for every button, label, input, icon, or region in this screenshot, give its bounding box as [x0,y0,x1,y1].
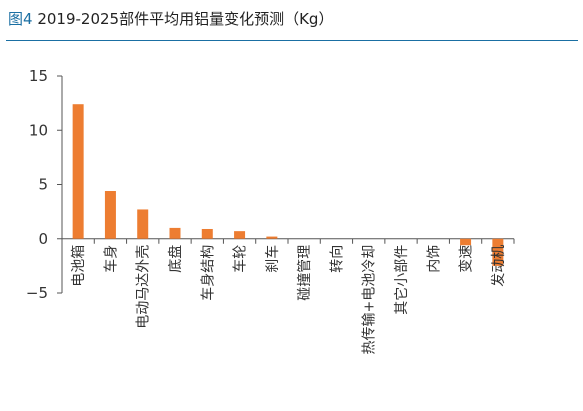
category-label: 碰撞管理 [297,245,313,301]
category-label: 车轮 [232,245,249,273]
category-label: 热传输+电池冷却 [362,245,378,355]
bar [460,238,472,246]
chart-title: 图4 2019-2025部件平均用铝量变化预测（Kg） [8,8,333,29]
category-label: 刹车 [264,245,281,273]
bar [492,238,504,266]
y-tick-label: −5 [26,284,48,302]
bar [169,227,181,239]
y-tick-label: 0 [38,230,48,248]
figure-label: 图4 [8,10,33,28]
title-text: 2019-2025部件平均用铝量变化预测（Kg） [37,10,334,28]
y-tick-label: 10 [29,121,48,139]
category-label: 电动马达外壳 [135,245,152,329]
bar [72,104,84,239]
category-label: 底盘 [167,245,184,273]
category-label: 发动机 [491,245,507,287]
y-tick-label: 5 [38,176,48,194]
bar [266,236,278,239]
category-label: 电池箱 [71,245,87,287]
bar [104,191,116,239]
bar [137,209,149,239]
title-rule [6,40,578,41]
category-label: 车身结构 [199,245,216,301]
category-label: 变速 [459,245,475,273]
category-label: 车身 [102,245,119,273]
bar [234,231,246,239]
category-label: 其它小部件 [393,245,410,315]
y-tick-label: 15 [29,67,48,85]
bar [201,228,213,239]
category-label: 内饰 [426,245,442,273]
category-label: 转向 [329,245,345,273]
